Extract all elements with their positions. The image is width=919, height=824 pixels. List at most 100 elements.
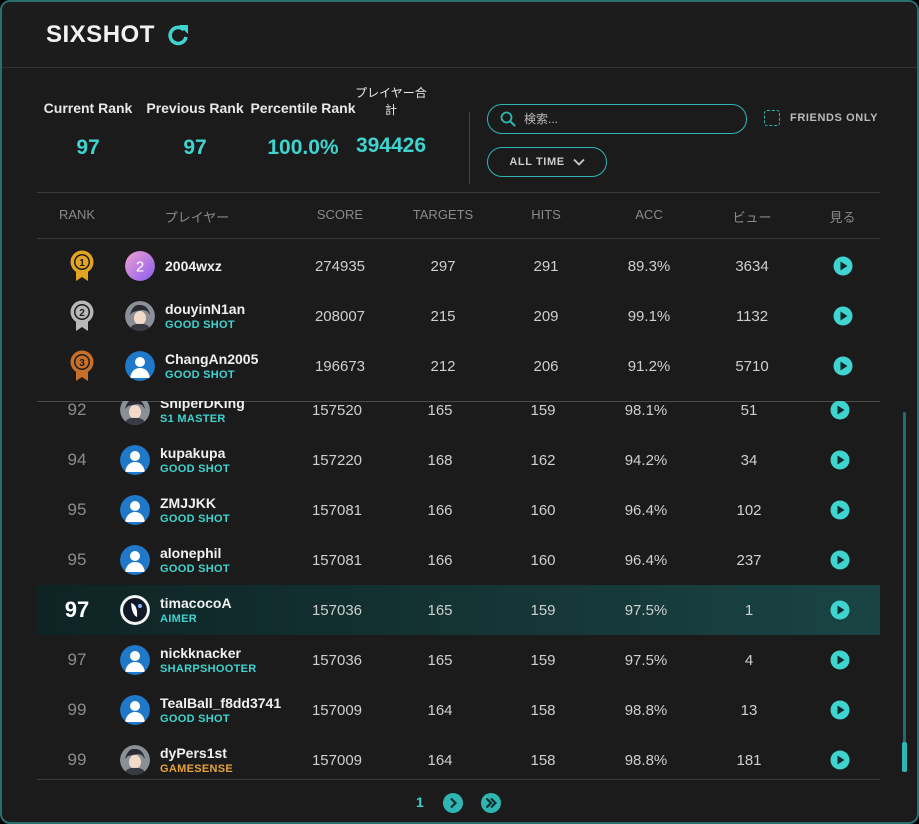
friends-only-toggle[interactable]: FRIENDS ONLY xyxy=(764,110,878,126)
avatar[interactable] xyxy=(120,545,150,575)
play-replay-icon[interactable] xyxy=(830,650,850,670)
avatar[interactable] xyxy=(120,695,150,725)
player-name-block: ZMJJKK GOOD SHOT xyxy=(160,485,230,535)
header-watch: 見る xyxy=(829,210,856,225)
avatar[interactable] xyxy=(120,595,150,625)
acc-cell: 96.4% xyxy=(624,501,668,519)
player-row[interactable]: 95 ZMJJKK GOOD SHOT 157081 166 160 96.4% 102 xyxy=(37,485,880,535)
player-row[interactable]: 97 nickknacker SHARPSHOOTER 157036 165 159 97.… xyxy=(37,635,880,685)
watch-cell[interactable] xyxy=(802,635,877,685)
play-replay-icon[interactable] xyxy=(833,356,853,376)
top-player-row[interactable]: 1 2 2004wxz 274935 297 291 89.3% 3634 xyxy=(37,241,880,291)
header-targets[interactable]: TARGETS xyxy=(412,207,474,222)
player-name[interactable]: SniperDKing xyxy=(160,401,245,411)
search-box[interactable] xyxy=(487,104,747,134)
hits-cell: 160 xyxy=(530,551,556,569)
rank-medal: 3 xyxy=(65,341,99,391)
player-name[interactable]: ChangAn2005 xyxy=(165,351,259,367)
watch-cell[interactable] xyxy=(802,585,877,635)
header-views[interactable]: ビュー xyxy=(732,210,772,225)
avatar[interactable] xyxy=(125,301,155,331)
ranking-list-viewport[interactable]: 92 SniperDKing S1 MASTER 157520 165 159 98.1% 5… xyxy=(2,401,917,779)
avatar[interactable] xyxy=(120,495,150,525)
play-replay-icon[interactable] xyxy=(830,550,850,570)
avatar[interactable] xyxy=(120,645,150,675)
hits-cell: 159 xyxy=(530,401,556,419)
player-tag: GOOD SHOT xyxy=(165,369,235,381)
search-input[interactable] xyxy=(524,112,724,126)
header-player[interactable]: プレイヤー xyxy=(164,210,230,225)
views-cell: 13 xyxy=(740,701,758,719)
header-rank[interactable]: RANK xyxy=(58,207,96,222)
player-name[interactable]: 2004wxz xyxy=(165,258,222,274)
player-name[interactable]: kupakupa xyxy=(160,445,226,461)
time-filter-dropdown[interactable]: ALL TIME xyxy=(487,147,607,177)
rank-cell: 92 xyxy=(67,401,87,419)
player-name[interactable]: dyPers1st xyxy=(160,745,227,761)
avatar[interactable] xyxy=(120,401,150,425)
friends-only-checkbox[interactable] xyxy=(764,110,780,126)
avatar[interactable]: 2 xyxy=(125,251,155,281)
rank-cell: 95 xyxy=(67,500,87,519)
player-row[interactable]: 94 kupakupa GOOD SHOT 157220 168 162 94.2% 34 xyxy=(37,435,880,485)
avatar[interactable] xyxy=(125,351,155,381)
play-replay-icon[interactable] xyxy=(833,306,853,326)
player-tag: GOOD SHOT xyxy=(160,713,230,725)
play-replay-icon[interactable] xyxy=(833,256,853,276)
watch-cell[interactable] xyxy=(805,291,880,341)
play-replay-icon[interactable] xyxy=(830,700,850,720)
header-hits[interactable]: HITS xyxy=(531,207,561,222)
top-player-row[interactable]: 2 douyinN1an GOOD SHOT 208007 215 209 99.1% 113… xyxy=(37,291,880,341)
current-rank-value: 97 xyxy=(76,136,100,159)
watch-cell[interactable] xyxy=(802,535,877,585)
play-replay-icon[interactable] xyxy=(830,600,850,620)
player-name[interactable]: douyinN1an xyxy=(165,301,246,317)
player-name[interactable]: nickknacker xyxy=(160,645,241,661)
watch-cell[interactable] xyxy=(802,435,877,485)
play-replay-icon[interactable] xyxy=(830,500,850,520)
play-replay-icon[interactable] xyxy=(830,450,850,470)
current-user-row[interactable]: 97 timacocoA AIMER 157036 165 159 97.5% 1 xyxy=(37,585,880,635)
next-page-icon[interactable] xyxy=(442,792,464,814)
player-name-block: douyinN1an GOOD SHOT xyxy=(165,291,245,341)
refresh-icon[interactable] xyxy=(165,22,191,48)
play-replay-icon[interactable] xyxy=(830,401,850,420)
top-player-row[interactable]: 3 ChangAn2005 GOOD SHOT 196673 212 206 91.2% 57… xyxy=(37,341,880,391)
top-three-divider xyxy=(37,401,880,402)
player-name-block: dyPers1st GAMESENSE xyxy=(160,735,233,779)
rank-medal: 1 xyxy=(65,241,99,291)
targets-cell: 166 xyxy=(427,501,453,519)
player-name[interactable]: timacocoA xyxy=(160,595,232,611)
rank-medal-icon: 2 xyxy=(70,300,94,331)
scrollbar-thumb[interactable] xyxy=(902,742,907,772)
avatar[interactable] xyxy=(120,445,150,475)
header-acc[interactable]: ACC xyxy=(635,207,663,222)
previous-rank-value: 97 xyxy=(183,136,207,159)
header-score[interactable]: SCORE xyxy=(316,207,364,222)
player-tag: S1 MASTER xyxy=(160,413,226,425)
player-name[interactable]: TealBall_f8dd3741 xyxy=(160,695,282,711)
last-page-icon[interactable] xyxy=(480,792,502,814)
player-row[interactable]: 95 alonephil GOOD SHOT 157081 166 160 96.4% 237 xyxy=(37,535,880,585)
player-name[interactable]: alonephil xyxy=(160,545,222,561)
score-cell: 157036 xyxy=(311,651,363,669)
page-number[interactable]: 1 xyxy=(416,794,424,810)
player-row[interactable]: 99 TealBall_f8dd3741 GOOD SHOT 157009 164 158… xyxy=(37,685,880,735)
player-row[interactable]: 92 SniperDKing S1 MASTER 157520 165 159 98.1% 5… xyxy=(37,401,880,435)
targets-cell: 165 xyxy=(427,401,453,419)
watch-cell[interactable] xyxy=(802,685,877,735)
watch-cell[interactable] xyxy=(802,485,877,535)
watch-cell[interactable] xyxy=(805,241,880,291)
player-row[interactable]: 99 dyPers1st GAMESENSE 157009 164 158 98.8% 181 xyxy=(37,735,880,779)
player-name[interactable]: ZMJJKK xyxy=(160,495,217,511)
player-name-block: kupakupa GOOD SHOT xyxy=(160,435,230,485)
watch-cell[interactable] xyxy=(802,401,877,435)
play-replay-icon[interactable] xyxy=(830,750,850,770)
svg-text:2: 2 xyxy=(136,259,144,276)
watch-cell[interactable] xyxy=(802,735,877,779)
scrollbar-track[interactable] xyxy=(903,412,906,772)
watch-cell[interactable] xyxy=(805,341,880,391)
score-cell: 157009 xyxy=(311,751,363,769)
avatar[interactable] xyxy=(120,745,150,775)
player-tag: GAMESENSE xyxy=(160,763,233,775)
